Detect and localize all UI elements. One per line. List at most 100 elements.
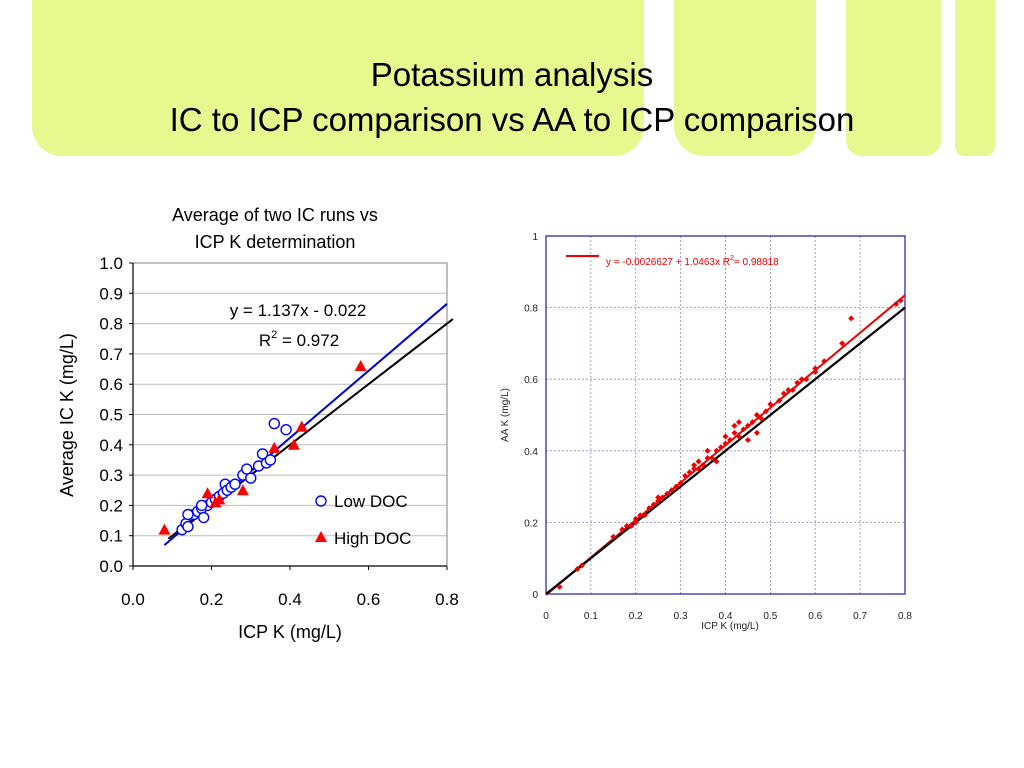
chart1-low-doc-point [195, 499, 208, 512]
chart1-low-doc-point [260, 457, 273, 469]
chart1-one-to-one-line [167, 318, 454, 540]
chart1-ylabel: Average IC K (mg/L) [57, 333, 77, 497]
chart1-ytick-label: 1.0 [99, 254, 123, 273]
chart2-data-point [556, 583, 563, 590]
chart1-low-doc-point [219, 478, 231, 490]
chart2-data-point [704, 454, 711, 461]
chart2-data-point [789, 386, 796, 393]
chart2-data-point [628, 522, 635, 529]
chart2-data-point [623, 522, 630, 529]
chart2-data-point [798, 376, 805, 383]
chart2-data-point [704, 447, 711, 454]
chart1-low-doc-point [229, 478, 241, 490]
chart2-one-to-one-line [545, 306, 906, 595]
chart2-plot-frame [545, 235, 906, 595]
chart1-low-doc-point [201, 499, 214, 512]
chart2-data-point [700, 462, 707, 469]
chart2-ytick-label: 0.6 [524, 375, 538, 386]
chart1-low-doc-point [205, 496, 218, 509]
chart1-xtick-label: 0.4 [278, 590, 302, 609]
chart1-low-doc-point [188, 508, 200, 521]
chart2-data-point [646, 505, 653, 512]
chart2-legend-text: y = -0.0026627 + 1.0463x R2= 0.98818 [606, 255, 779, 268]
chart1-xtick-label: 0.8 [435, 590, 459, 609]
chart2-data-point [726, 437, 733, 444]
chart1-low-doc-point [252, 460, 265, 472]
chart1-plot-frame [132, 262, 448, 567]
chart2-ytick-label: 0.8 [524, 304, 538, 315]
chart1-low-doc-point [256, 448, 269, 460]
chart2-xlabel: ICP K (mg/L) [701, 621, 759, 632]
chart2-data-point [650, 501, 657, 508]
chart1-low-doc-point [280, 423, 292, 436]
chart1-low-doc-point [195, 502, 208, 515]
chart2-data-point [718, 444, 725, 451]
chart2-data-point [655, 497, 662, 504]
chart1-low-doc-point [217, 487, 229, 499]
chart2-data-point [753, 412, 760, 418]
chart2-data-point [753, 429, 760, 436]
chart2-data-point [659, 494, 666, 501]
chart1-low-doc-point [180, 517, 192, 530]
chart2-data-point [641, 512, 648, 519]
chart2-data-point [632, 519, 639, 526]
chart1-ytick-label: 0.7 [99, 345, 123, 364]
chart2-data-point [637, 512, 644, 519]
chart2-data-point [749, 419, 756, 426]
slide-title-line1: Potassium analysis [370, 56, 654, 93]
decor-block [674, 0, 816, 156]
chart2-data-point [655, 494, 662, 501]
chart2-ytick-label: 1 [532, 232, 538, 243]
chart2-xtick-label: 0.2 [629, 611, 643, 622]
chart1-high-doc-point [268, 441, 281, 453]
chart2-xtick-label: 0.4 [719, 611, 733, 622]
chart2-xtick-label: 0.6 [808, 611, 822, 622]
decor-block [846, 0, 941, 156]
chart1-high-doc-point [201, 487, 214, 499]
chart1-high-doc-point [213, 493, 226, 505]
chart2-data-point [677, 480, 684, 487]
chart2-data-point [780, 390, 787, 397]
chart2-data-point [794, 379, 801, 386]
chart2-data-point [610, 533, 617, 540]
chart1-low-doc-point [241, 463, 253, 475]
chart1-high-doc-point [354, 360, 367, 372]
chart2-data-point [897, 297, 904, 304]
chart1-r2-text: R2 = 0.972 [259, 329, 339, 350]
chart2-data-point [709, 454, 716, 461]
chart1-low-doc-point [237, 469, 249, 481]
chart1-xlabel: ICP K (mg/L) [238, 622, 342, 642]
chart2-ytick-label: 0.2 [524, 518, 538, 529]
chart1-xtick-label: 0.6 [357, 590, 381, 609]
chart1-legend-low-doc-label: Low DOC [334, 492, 408, 511]
chart1-ytick-label: 0.8 [99, 315, 123, 334]
chart2-data-point [731, 429, 738, 436]
chart2-data-point [722, 440, 729, 447]
chart1-fit-line [163, 303, 448, 546]
chart1-low-doc-point [245, 472, 257, 484]
chart1-ytick-label: 0.1 [99, 527, 123, 546]
chart1-equation: y = 1.137x - 0.022 [230, 301, 367, 320]
chart2-data-point [839, 340, 846, 347]
chart2-data-point [762, 408, 769, 415]
chart2-data-point [632, 515, 639, 522]
chart2-xtick-label: 0.3 [674, 611, 688, 622]
chart1-low-doc-point [176, 523, 188, 536]
chart1-low-doc-point [268, 417, 280, 430]
chart2-data-point [848, 315, 855, 322]
chart2-fit-line [545, 294, 906, 596]
chart2-data-point [713, 447, 720, 454]
chart2-data-point [735, 433, 742, 440]
chart2-data-point [821, 358, 828, 365]
chart1-ytick-label: 0.5 [99, 406, 123, 425]
chart2-data-point [731, 422, 738, 429]
chart1-low-doc-point [209, 493, 222, 506]
chart2-xtick-label: 0 [543, 611, 549, 622]
chart1-ytick-label: 0.4 [99, 436, 123, 455]
chart1-legend-low-doc-marker [315, 495, 327, 507]
chart1-low-doc-point [225, 481, 237, 493]
chart1-high-doc-point [236, 484, 249, 496]
chart1-ytick-label: 0.0 [99, 557, 123, 576]
chart2-data-point [682, 472, 689, 479]
chart1-low-doc-point [221, 484, 233, 496]
